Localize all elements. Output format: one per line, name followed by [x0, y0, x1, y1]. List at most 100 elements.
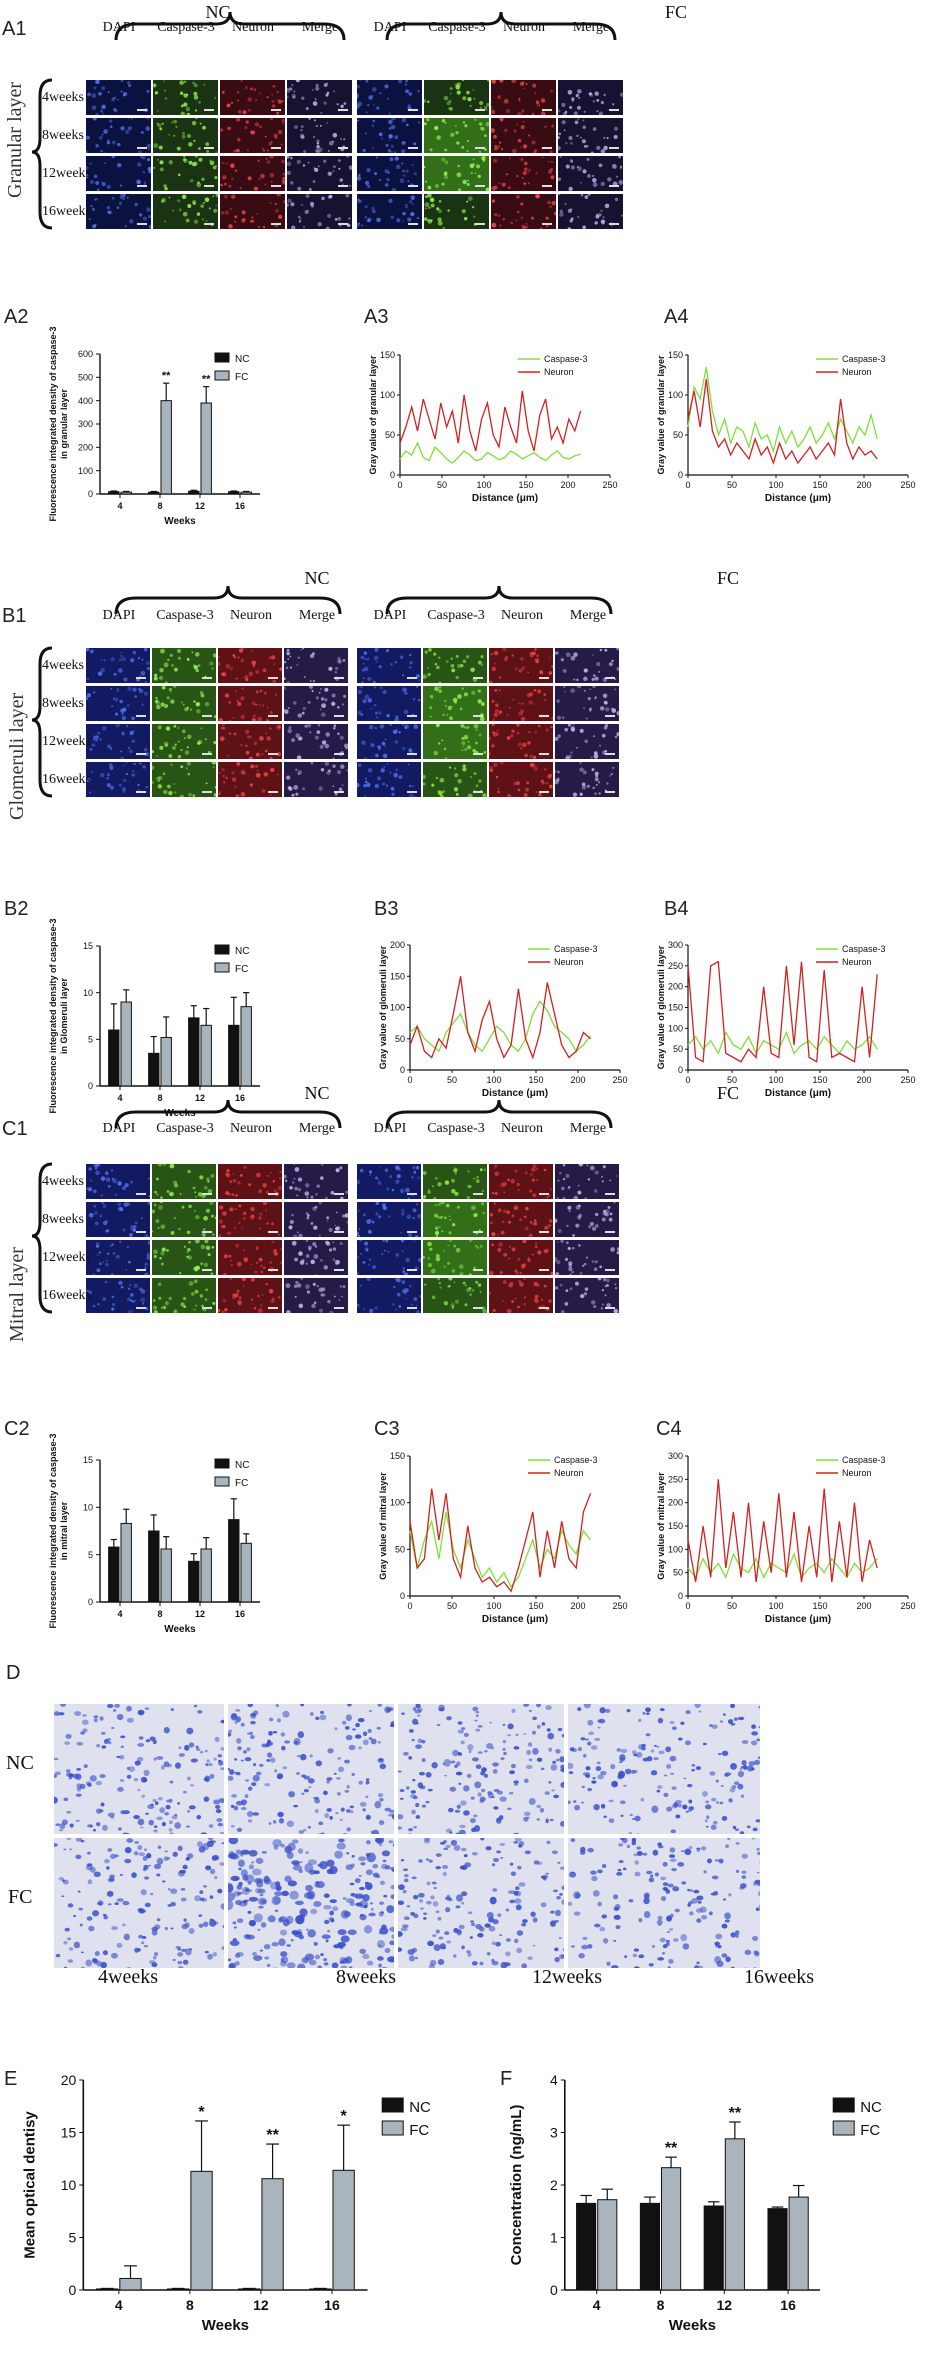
stained-cell — [552, 1760, 557, 1764]
cell-dot — [192, 1186, 196, 1190]
stained-cell — [364, 1881, 369, 1885]
stained-cell — [186, 1776, 191, 1781]
y-tick-label: 400 — [78, 396, 93, 406]
cell-dot — [440, 794, 444, 797]
cell-dot — [528, 134, 531, 137]
stained-cell — [177, 1948, 182, 1951]
cell-dot — [360, 655, 365, 660]
stained-cell — [163, 1726, 170, 1734]
stained-cell — [701, 1914, 708, 1920]
stained-cell — [423, 1912, 428, 1915]
cell-dot — [243, 1257, 249, 1263]
stained-cell — [730, 1966, 736, 1968]
stained-cell — [144, 1902, 151, 1908]
stained-cell — [223, 1825, 224, 1827]
cell-dot — [271, 99, 275, 104]
stained-cell — [109, 1874, 115, 1880]
cell-dot — [455, 131, 459, 135]
cell-dot — [258, 1216, 262, 1220]
cell-dot — [218, 718, 223, 721]
stained-cell — [116, 1898, 124, 1902]
cell-dot — [377, 1178, 379, 1181]
cell-dot — [565, 756, 570, 759]
cell-dot — [558, 132, 561, 136]
cell-dot — [243, 1165, 247, 1169]
stained-cell — [247, 1704, 254, 1708]
stained-cell — [716, 1968, 721, 1970]
cell-dot — [99, 1262, 102, 1266]
cell-dot — [532, 651, 536, 656]
stained-cell — [314, 1808, 319, 1814]
cell-dot — [443, 95, 449, 101]
bar-fc — [190, 2170, 213, 2291]
cell-dot — [534, 1299, 540, 1304]
stained-cell — [259, 1949, 264, 1952]
cell-dot — [258, 1189, 263, 1194]
stained-cell — [62, 1879, 66, 1882]
cell-dot — [453, 767, 457, 770]
cell-dot — [480, 655, 484, 659]
cell-dot — [132, 1300, 135, 1303]
y-tick-label: 500 — [78, 372, 93, 382]
scale-bar — [136, 1269, 146, 1271]
stained-cell — [553, 1889, 558, 1893]
scale-bar — [605, 1231, 615, 1233]
stained-cell — [99, 1716, 104, 1721]
cell-dot — [379, 724, 385, 729]
stained-cell — [209, 1840, 217, 1844]
cell-dot — [111, 140, 116, 145]
cell-dot — [582, 169, 587, 174]
row-brace — [31, 646, 53, 798]
cell-dot — [282, 177, 285, 181]
cell-dot — [613, 1308, 619, 1313]
cell-dot — [129, 219, 134, 224]
cell-dot — [402, 211, 406, 216]
bar-fc — [120, 1001, 132, 1087]
cell-dot — [499, 710, 503, 714]
cell-dot — [222, 1211, 227, 1216]
row-brace — [31, 1162, 53, 1314]
cell-dot — [211, 1246, 215, 1249]
cell-dot — [105, 1262, 109, 1267]
cell-dot — [388, 1215, 391, 1218]
cell-dot — [577, 1184, 580, 1187]
cell-dot — [233, 656, 237, 659]
cell-dot — [482, 1211, 485, 1215]
cell-dot — [243, 1211, 247, 1216]
cell-dot — [534, 1294, 539, 1299]
stained-cell — [573, 1911, 581, 1916]
stained-cell — [657, 1717, 664, 1724]
stained-cell — [100, 1961, 107, 1968]
stained-cell — [231, 1713, 238, 1719]
stained-cell — [326, 1859, 335, 1867]
cell-dot — [191, 1292, 195, 1296]
cell-dot — [298, 1233, 303, 1237]
cell-dot — [424, 217, 428, 221]
stained-cell — [699, 1906, 707, 1913]
panel-label-a4: A4 — [664, 306, 689, 328]
cell-dot — [413, 1170, 417, 1174]
cell-dot — [277, 1233, 281, 1237]
cell-dot — [276, 90, 279, 94]
group-label-fc-c: FC — [716, 1083, 740, 1103]
stained-cell — [721, 1953, 728, 1958]
stained-cell — [561, 1885, 564, 1891]
scale-bar — [334, 1231, 344, 1233]
cell-dot — [157, 725, 162, 730]
line-caspase-3 — [409, 1000, 592, 1053]
cell-dot — [158, 1205, 163, 1210]
cell-dot — [618, 180, 623, 185]
cell-dot — [338, 787, 343, 792]
cell-dot — [168, 1296, 172, 1301]
stain-image — [396, 1836, 566, 1970]
cell-dot — [562, 668, 567, 673]
panel-label-a1: A1 — [2, 18, 27, 40]
cell-dot — [273, 1251, 279, 1256]
cell-dot — [180, 1302, 185, 1307]
stained-cell — [523, 1704, 530, 1707]
stained-cell — [54, 1757, 59, 1761]
stained-cell — [536, 1704, 542, 1708]
cell-dot — [320, 767, 325, 772]
cell-dot — [130, 658, 135, 663]
